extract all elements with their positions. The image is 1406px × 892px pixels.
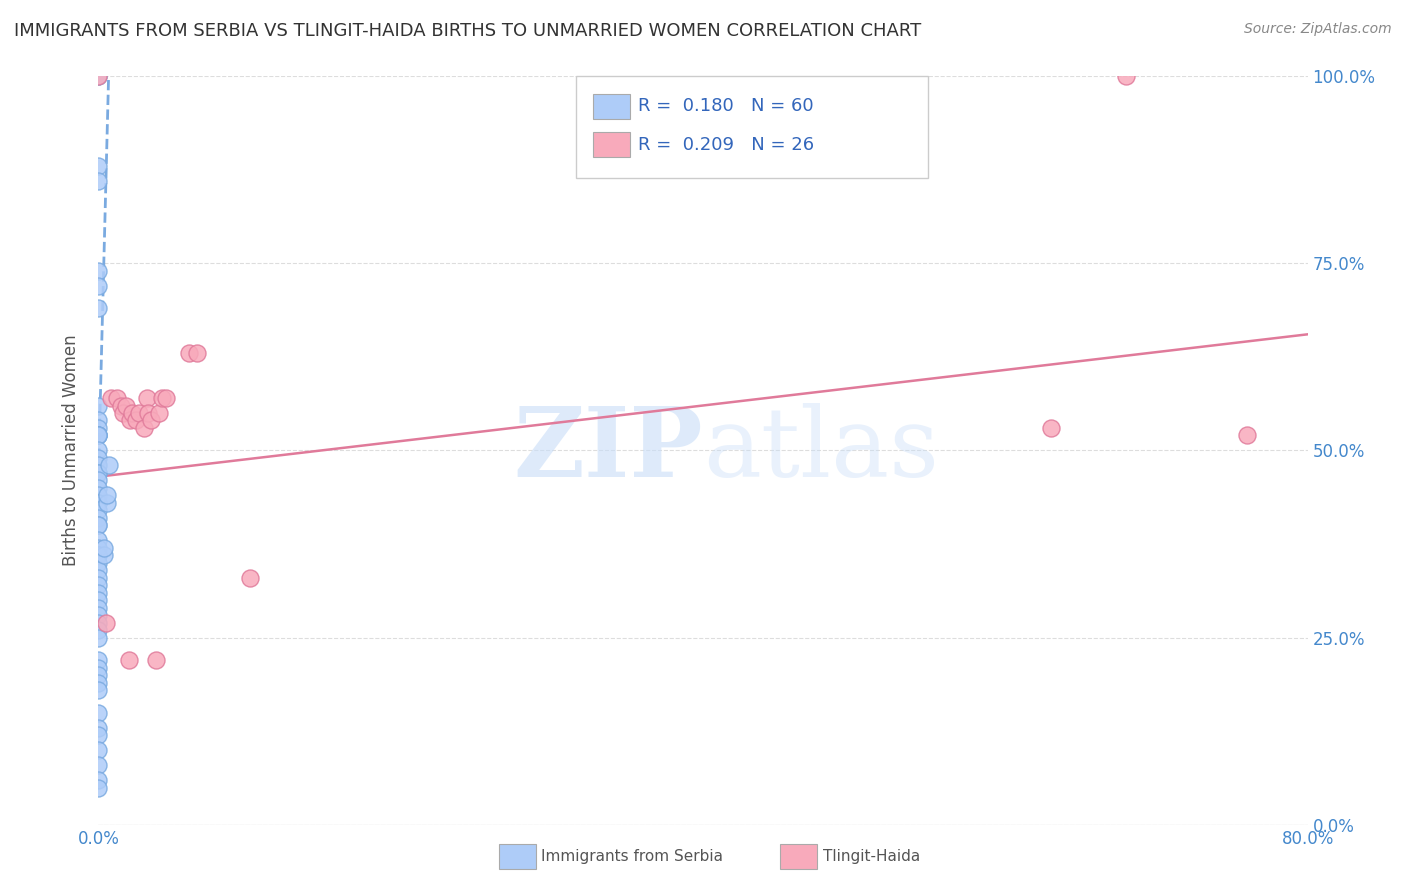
Point [87, 511, 110, 525]
Point [87, 301, 110, 315]
Point [239, 571, 262, 585]
Point [96, 496, 118, 510]
Point [98, 458, 121, 473]
Point [96, 488, 118, 502]
Point [87, 571, 110, 585]
Point [132, 421, 155, 435]
Y-axis label: Births to Unmarried Women: Births to Unmarried Women [62, 334, 80, 566]
Point [87, 706, 110, 720]
Point [87, 69, 110, 83]
Point [87, 586, 110, 600]
Point [100, 391, 122, 405]
Point [87, 466, 110, 480]
Point [94, 615, 117, 630]
Point [87, 661, 110, 675]
Point [87, 503, 110, 517]
Point [87, 728, 110, 742]
Point [125, 413, 148, 427]
Point [87, 174, 110, 188]
Point [186, 346, 208, 360]
Point [87, 518, 110, 533]
Point [87, 773, 110, 788]
Text: ZIP: ZIP [513, 403, 703, 498]
Point [87, 263, 110, 277]
Point [87, 549, 110, 563]
Point [87, 399, 110, 413]
Point [87, 496, 110, 510]
Point [87, 69, 110, 83]
Point [87, 758, 110, 772]
Point [111, 406, 134, 420]
Point [87, 556, 110, 570]
Point [87, 488, 110, 502]
Point [150, 391, 173, 405]
Point [135, 391, 157, 405]
Point [87, 533, 110, 548]
Point [87, 450, 110, 465]
Point [87, 428, 110, 442]
Point [155, 391, 177, 405]
Point [87, 421, 110, 435]
Point [87, 69, 110, 83]
Point [87, 624, 110, 638]
Text: atlas: atlas [703, 403, 939, 498]
Point [87, 458, 110, 473]
Text: R =  0.180   N = 60: R = 0.180 N = 60 [638, 97, 814, 115]
Point [1236, 428, 1258, 442]
Point [87, 428, 110, 442]
Point [87, 721, 110, 735]
Point [114, 399, 136, 413]
Point [87, 608, 110, 623]
Point [87, 683, 110, 698]
Point [87, 159, 110, 173]
Point [87, 428, 110, 442]
Point [87, 668, 110, 682]
Point [87, 578, 110, 592]
Point [105, 391, 128, 405]
Point [120, 413, 142, 427]
Point [1039, 421, 1062, 435]
Point [118, 653, 141, 667]
Point [87, 563, 110, 577]
Text: Source: ZipAtlas.com: Source: ZipAtlas.com [1244, 22, 1392, 37]
Point [141, 413, 163, 427]
Text: Immigrants from Serbia: Immigrants from Serbia [541, 849, 723, 863]
Point [87, 615, 110, 630]
Point [87, 278, 110, 293]
Point [87, 675, 110, 690]
Point [136, 406, 159, 420]
Text: R =  0.209   N = 26: R = 0.209 N = 26 [638, 136, 814, 153]
Point [110, 399, 132, 413]
Point [87, 481, 110, 495]
Point [145, 653, 167, 667]
Point [121, 406, 143, 420]
Point [87, 443, 110, 458]
Point [87, 541, 110, 555]
Point [93, 541, 115, 555]
Point [87, 780, 110, 795]
Point [87, 600, 110, 615]
Point [128, 406, 150, 420]
Point [87, 466, 110, 480]
Point [87, 743, 110, 757]
Point [87, 518, 110, 533]
Point [87, 413, 110, 427]
Text: IMMIGRANTS FROM SERBIA VS TLINGIT-HAIDA BIRTHS TO UNMARRIED WOMEN CORRELATION CH: IMMIGRANTS FROM SERBIA VS TLINGIT-HAIDA … [14, 22, 921, 40]
Point [87, 496, 110, 510]
Point [87, 631, 110, 645]
Point [87, 653, 110, 667]
Point [87, 474, 110, 488]
Point [87, 428, 110, 442]
Point [87, 549, 110, 563]
Point [1115, 69, 1137, 83]
Text: Tlingit-Haida: Tlingit-Haida [823, 849, 920, 863]
Point [93, 549, 115, 563]
Point [87, 593, 110, 607]
Point [148, 406, 170, 420]
Point [179, 346, 201, 360]
